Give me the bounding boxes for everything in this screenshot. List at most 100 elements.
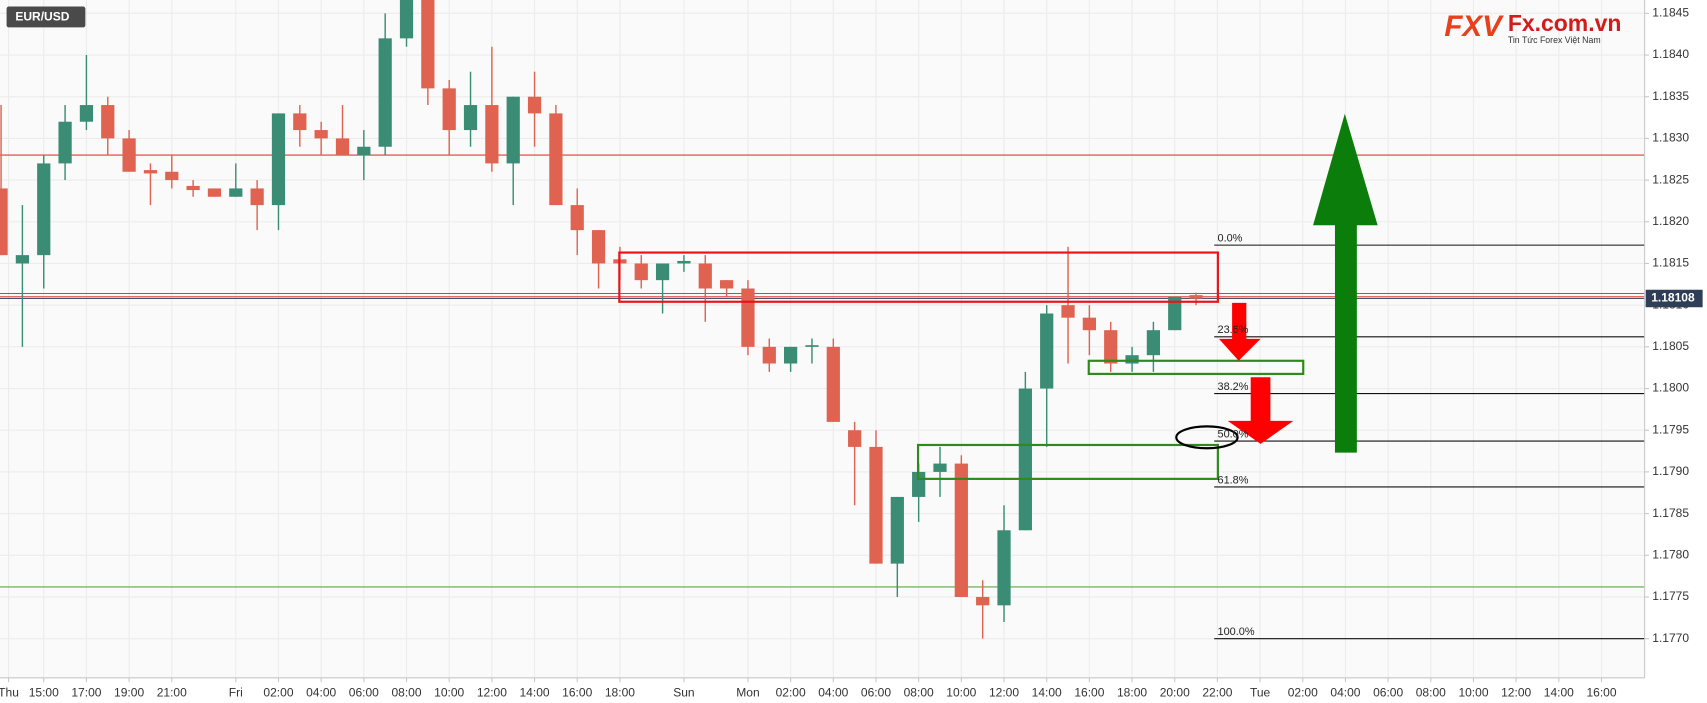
y-tick-label: 1.1785	[1652, 506, 1689, 520]
x-tick-label: 10:00	[434, 685, 464, 699]
candle-body	[485, 105, 499, 164]
candle-body	[784, 346, 798, 364]
up-arrow	[1313, 113, 1378, 453]
down-arrow	[1227, 377, 1294, 444]
y-tick-label: 1.1795	[1652, 422, 1689, 436]
title-box: EUR/USD	[6, 6, 86, 28]
candle-body	[357, 146, 371, 156]
support-box	[1087, 359, 1305, 376]
candle-body	[677, 260, 691, 264]
candle-body	[101, 105, 115, 139]
x-tick-label: 16:00	[562, 685, 592, 699]
candle-body	[1189, 295, 1203, 299]
candle-body	[1168, 296, 1182, 331]
x-tick-label: 04:00	[1330, 685, 1360, 699]
x-tick-label: Tue	[1250, 685, 1271, 699]
x-tick-label: 06:00	[1373, 685, 1403, 699]
title-background	[6, 6, 86, 28]
candle-body	[399, 0, 414, 39]
candle-body	[826, 346, 840, 422]
candle-body	[634, 263, 648, 281]
x-tick-label: 20:00	[1160, 685, 1190, 699]
candle-body	[698, 263, 712, 289]
candle-body	[314, 130, 328, 139]
candle-body	[1125, 355, 1139, 364]
candle-body	[549, 113, 563, 206]
last-price-label: 1.18108	[1651, 291, 1695, 305]
y-tick-label: 1.1815	[1652, 256, 1689, 270]
fib-label: 0.0%	[1217, 232, 1242, 244]
candle-body	[997, 530, 1011, 606]
support-box	[916, 443, 1219, 480]
candle-body	[58, 121, 72, 164]
x-tick-label: 10:00	[946, 685, 976, 699]
candle-body	[207, 188, 222, 197]
x-tick-label: Sun	[673, 685, 694, 699]
plot-area	[0, 0, 1645, 678]
candle-body	[79, 105, 94, 122]
fib-label: 61.8%	[1217, 474, 1248, 486]
candle-body	[976, 596, 990, 606]
x-tick-label: 12:00	[989, 685, 1019, 699]
x-tick-label: Thu	[0, 685, 19, 699]
axes	[0, 0, 1646, 679]
candle-body	[165, 171, 179, 181]
x-tick-label: 15:00	[29, 685, 59, 699]
candle-body	[0, 188, 8, 256]
candle-body	[37, 163, 51, 256]
candle-body	[463, 105, 478, 131]
x-tick-label: 16:00	[1586, 685, 1616, 699]
logo-tagline: Tin Tức Forex Việt Nam	[1508, 35, 1601, 45]
chart-title: EUR/USD	[15, 10, 69, 24]
candle-body	[442, 88, 456, 131]
x-tick-label: 08:00	[1416, 685, 1446, 699]
tick-labels: 1.1770 1.1775 1.1780 1.1785 1.1790 1.1795 1.18…	[0, 6, 1689, 700]
logo-text: Fx.com.vn	[1508, 10, 1622, 36]
x-tick-label: 12:00	[477, 685, 507, 699]
x-tick-label: 08:00	[904, 685, 934, 699]
x-tick-label: 06:00	[349, 685, 379, 699]
candle-body	[591, 230, 606, 264]
candle-body	[271, 113, 286, 206]
candle-body	[122, 138, 136, 172]
y-tick-label: 1.1845	[1652, 6, 1689, 20]
x-tick-label: 10:00	[1458, 685, 1488, 699]
y-tick-label: 1.1820	[1652, 214, 1689, 228]
candle-body	[293, 113, 307, 131]
highlight-ellipse	[1175, 425, 1239, 450]
candle-body	[655, 263, 670, 281]
y-tick-label: 1.1825	[1652, 172, 1689, 186]
watermark: FXV Fx.com.vn Tin Tức Forex Việt Nam	[1444, 10, 1621, 45]
candle-body	[570, 205, 584, 231]
candle-body	[933, 463, 947, 472]
x-tick-label: 02:00	[263, 685, 293, 699]
x-tick-label: 02:00	[776, 685, 806, 699]
candle-body	[848, 430, 862, 447]
x-tick-label: 14:00	[520, 685, 550, 699]
candle-body	[1146, 330, 1161, 356]
candles	[0, 0, 1203, 639]
fib-label: 23.6%	[1217, 324, 1248, 336]
fib-label: 100.0%	[1217, 626, 1254, 638]
y-tick-label: 1.1800	[1652, 381, 1689, 395]
x-tick-label: 18:00	[605, 685, 635, 699]
annotations	[618, 113, 1378, 480]
x-tick-label: 21:00	[157, 685, 187, 699]
candle-body	[762, 346, 776, 364]
candle-body	[143, 170, 158, 174]
candle-body	[15, 255, 30, 264]
x-tick-label: 08:00	[391, 685, 421, 699]
x-tick-label: 16:00	[1074, 685, 1104, 699]
x-tick-label: 02:00	[1288, 685, 1318, 699]
candle-body	[527, 96, 542, 114]
y-tick-label: 1.1775	[1652, 589, 1689, 603]
y-tick-label: 1.1770	[1652, 631, 1689, 645]
candle-body	[506, 96, 520, 164]
x-tick-label: Mon	[736, 685, 759, 699]
y-tick-label: 1.1830	[1652, 131, 1689, 145]
x-tick-label: 14:00	[1544, 685, 1574, 699]
candle-body	[869, 446, 883, 564]
candle-body	[890, 496, 904, 564]
x-tick-label: 14:00	[1032, 685, 1062, 699]
